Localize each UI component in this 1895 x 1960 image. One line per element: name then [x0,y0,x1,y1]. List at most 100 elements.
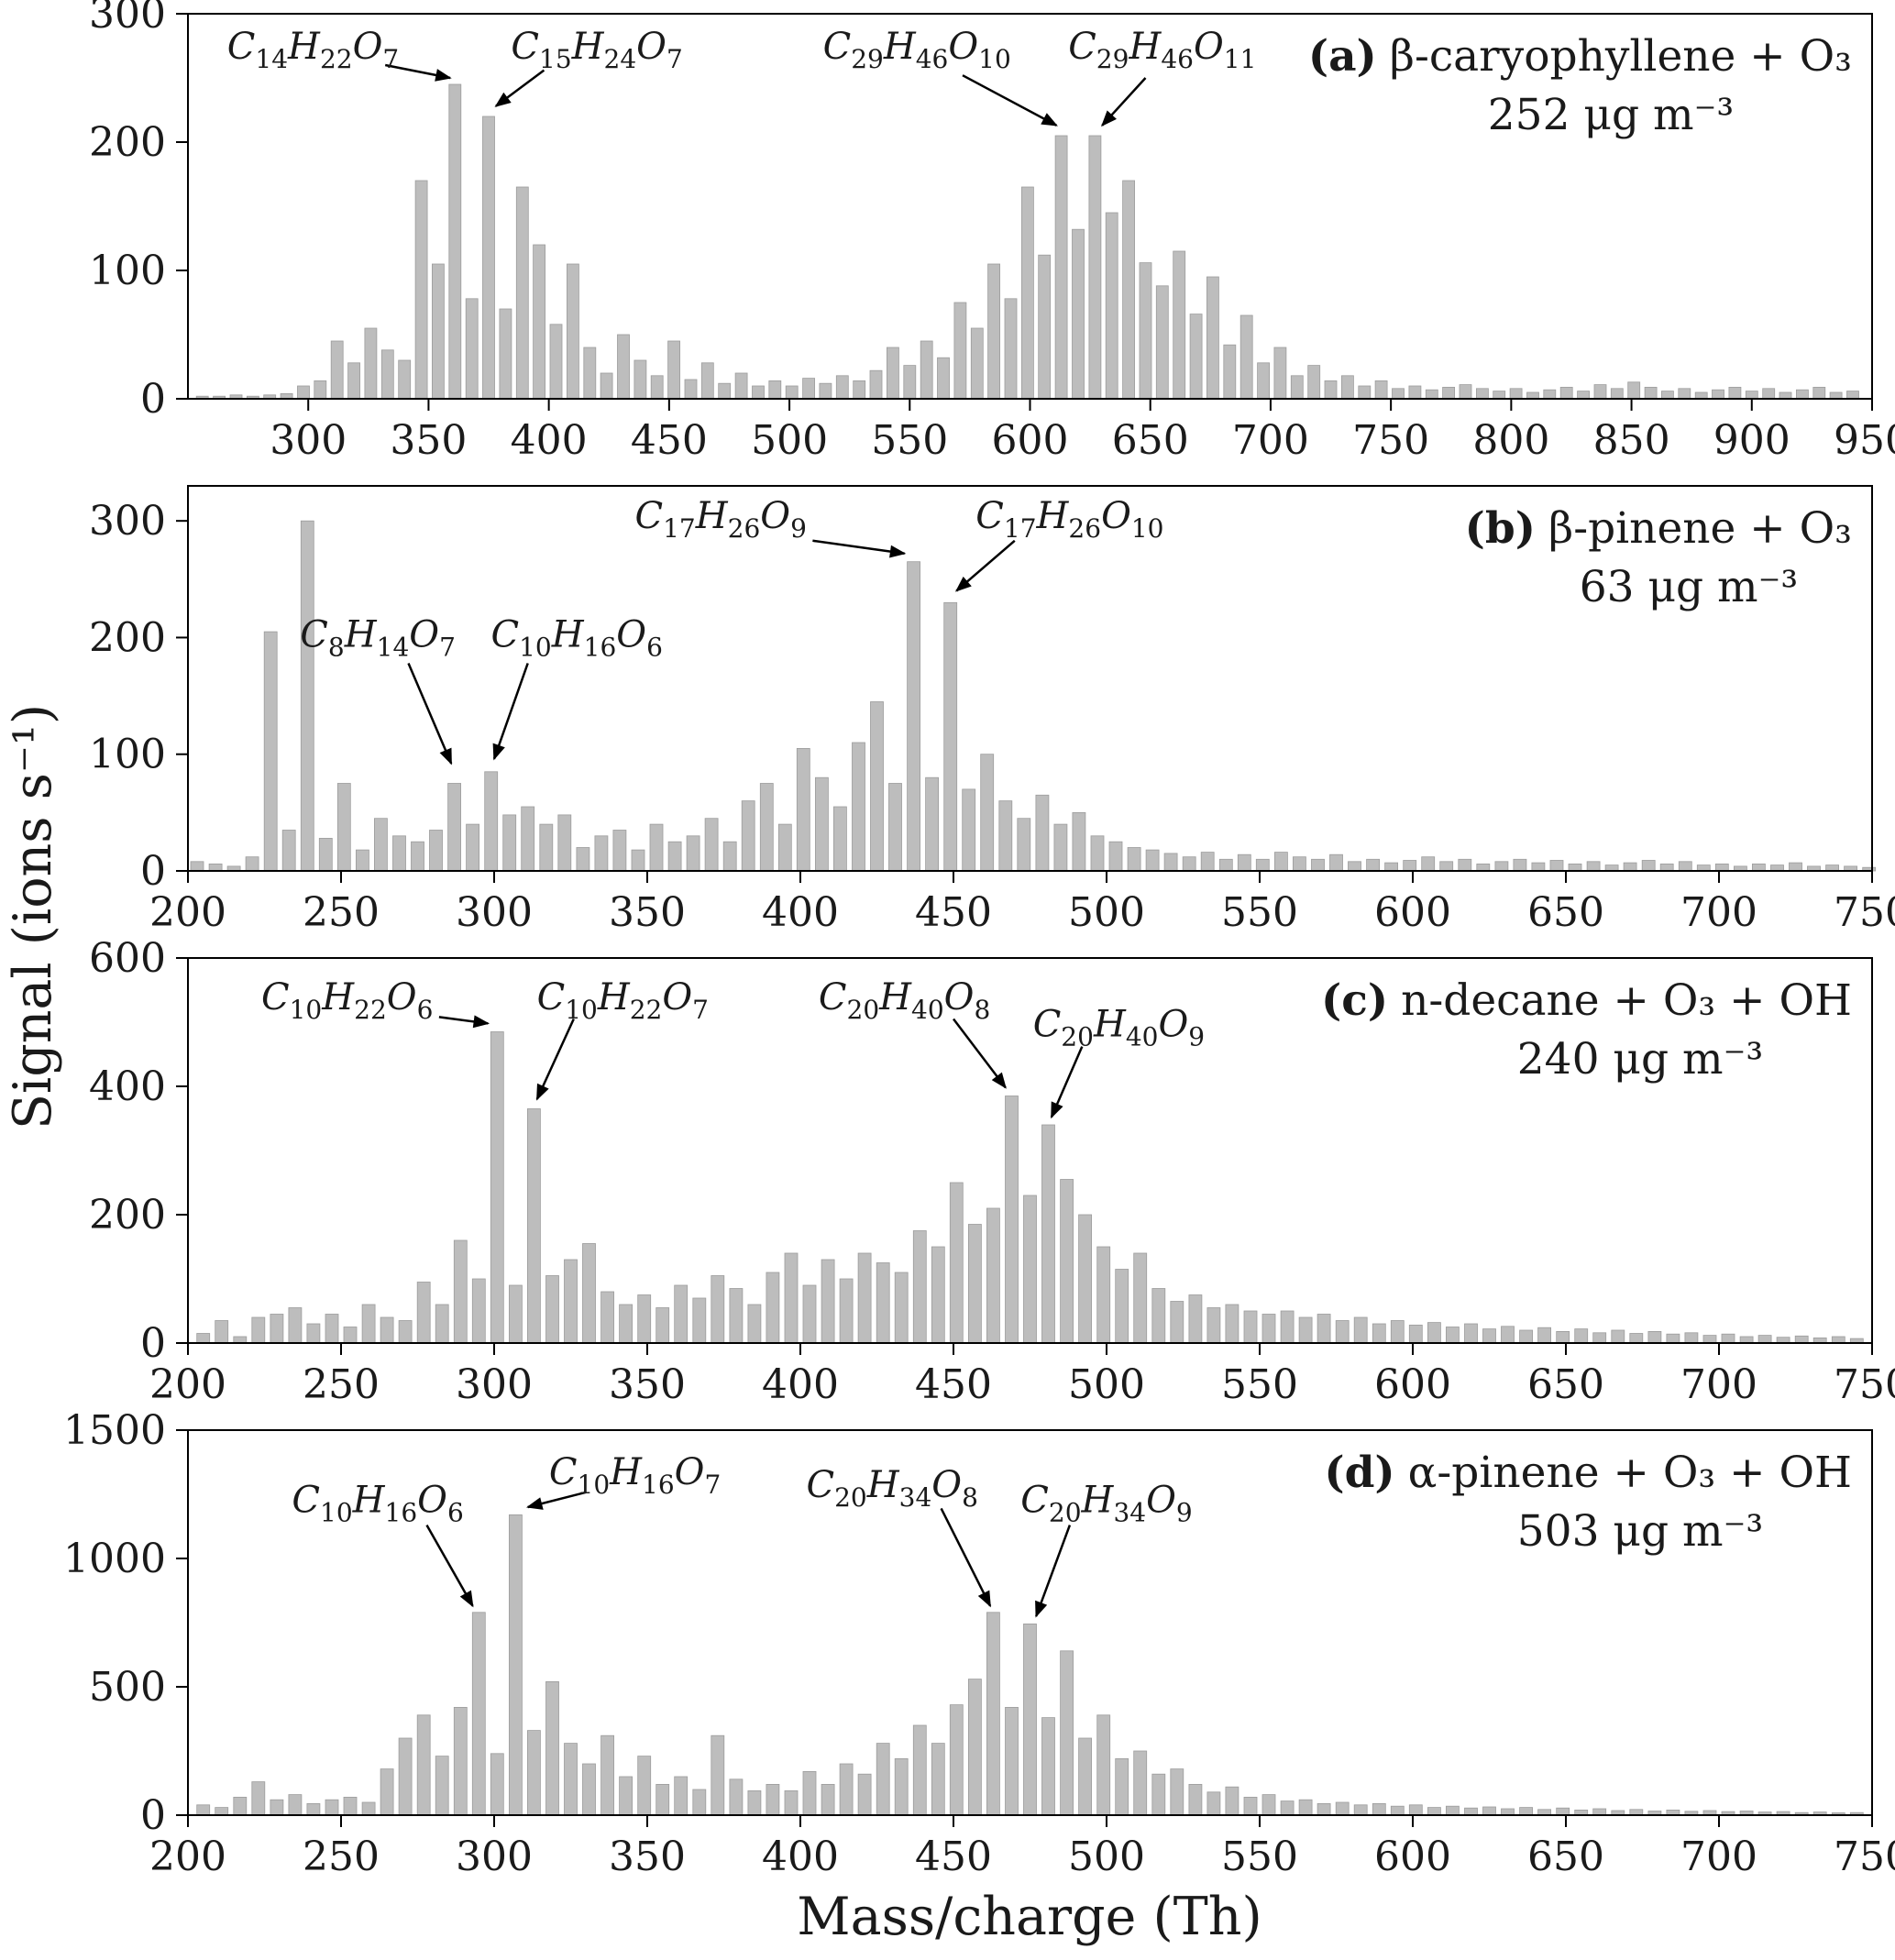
x-tick-label: 350 [609,1833,686,1880]
bar [1501,1326,1515,1344]
bar [1390,1320,1405,1344]
bar [1239,314,1253,400]
annotation-arrow [384,63,452,82]
bar [380,1768,394,1816]
bar [1225,1304,1239,1344]
y-tick-label: 0 [140,1792,166,1839]
x-tick-label: 800 [1472,417,1549,464]
bar [819,382,832,400]
bar [380,1316,394,1344]
bar [465,298,479,400]
bar [1779,391,1792,400]
bar [281,830,296,872]
bar [1427,1807,1441,1816]
bar [545,1275,559,1344]
bar [1139,262,1152,400]
bar [196,1333,211,1344]
x-tick-label: 750 [1834,889,1895,936]
bar [373,818,388,872]
bar [634,359,647,400]
bar [1261,1794,1276,1816]
annotation-arrow [425,1524,474,1608]
bar [1115,1269,1129,1344]
bar [521,806,535,872]
annotation-formula: C17H26O10 [975,495,1163,544]
bar [692,1297,707,1344]
bar [414,180,428,400]
bar [1122,180,1135,400]
x-tick-label: 350 [609,1361,686,1408]
y-tick-label: 100 [89,732,166,778]
bar [729,1288,744,1344]
x-tick-label: 550 [1221,1833,1298,1880]
y-tick-label: 1000 [63,1536,166,1582]
bar [931,1743,945,1816]
bar [920,340,933,400]
bar [431,263,445,400]
bar [1170,1768,1184,1816]
bar [484,771,499,872]
bar [1023,1624,1037,1816]
panels-group: 300 350 400 450 500 550 600 650 700 750 800 850 900 9… [63,0,1895,1880]
panel-a-title-text: β-caryophyllene + O₃ [1390,31,1852,82]
bar [429,830,443,872]
bar [208,864,223,872]
bar [768,380,782,400]
x-tick-label: 350 [390,417,467,464]
annotation-arrow [940,1507,992,1608]
bar [619,1304,633,1344]
bar [1206,1307,1221,1344]
bar [1476,388,1489,400]
x-tick-label: 750 [1834,1833,1895,1880]
bar [1442,386,1455,400]
bar [1501,1808,1515,1816]
bar [270,1799,284,1816]
bar [1644,386,1658,400]
bar [564,1259,578,1344]
bar [1004,298,1018,400]
bar [1218,858,1233,872]
bar [903,365,917,400]
bar [785,385,799,400]
bar [612,830,627,872]
bar [435,1756,449,1816]
bar [1531,862,1546,872]
bar [251,1316,266,1344]
panel-b: 200 250 300 350 400 450 500 550 600 650 700 750 0 100… [89,485,1895,936]
bar [233,1336,248,1344]
bar [1261,1314,1276,1344]
bar [576,847,590,872]
annotation-arrow [953,1018,1007,1089]
bar [343,1797,358,1816]
bar [1374,380,1388,400]
panel-a: 300 350 400 450 500 550 600 650 700 750 800 850 900 9… [89,0,1895,464]
bar [815,776,829,872]
x-tick-label: 450 [915,889,992,936]
bar [968,1224,982,1344]
x-tick-label: 450 [915,1833,992,1880]
y-tick-label: 200 [89,119,166,166]
bar [1060,1650,1074,1816]
panel-c-tag: (c) [1321,975,1388,1026]
bar [1574,1328,1589,1344]
bar [1298,1799,1313,1816]
bar [704,818,719,872]
bar [968,1679,982,1816]
bar [1519,1807,1533,1816]
bar [1446,1805,1460,1816]
bar [1659,864,1674,872]
bar [1054,135,1068,400]
bar [907,561,920,872]
bar [1041,1124,1055,1344]
bar [196,1804,211,1816]
bar [1509,388,1523,400]
bar [557,814,572,872]
bar [925,776,939,872]
bar [1519,1329,1533,1344]
x-tick-label: 400 [511,417,588,464]
bar [1023,1195,1037,1344]
bar [1702,1335,1717,1344]
bar [962,788,976,872]
bar [1586,861,1601,872]
bar [1789,862,1802,872]
